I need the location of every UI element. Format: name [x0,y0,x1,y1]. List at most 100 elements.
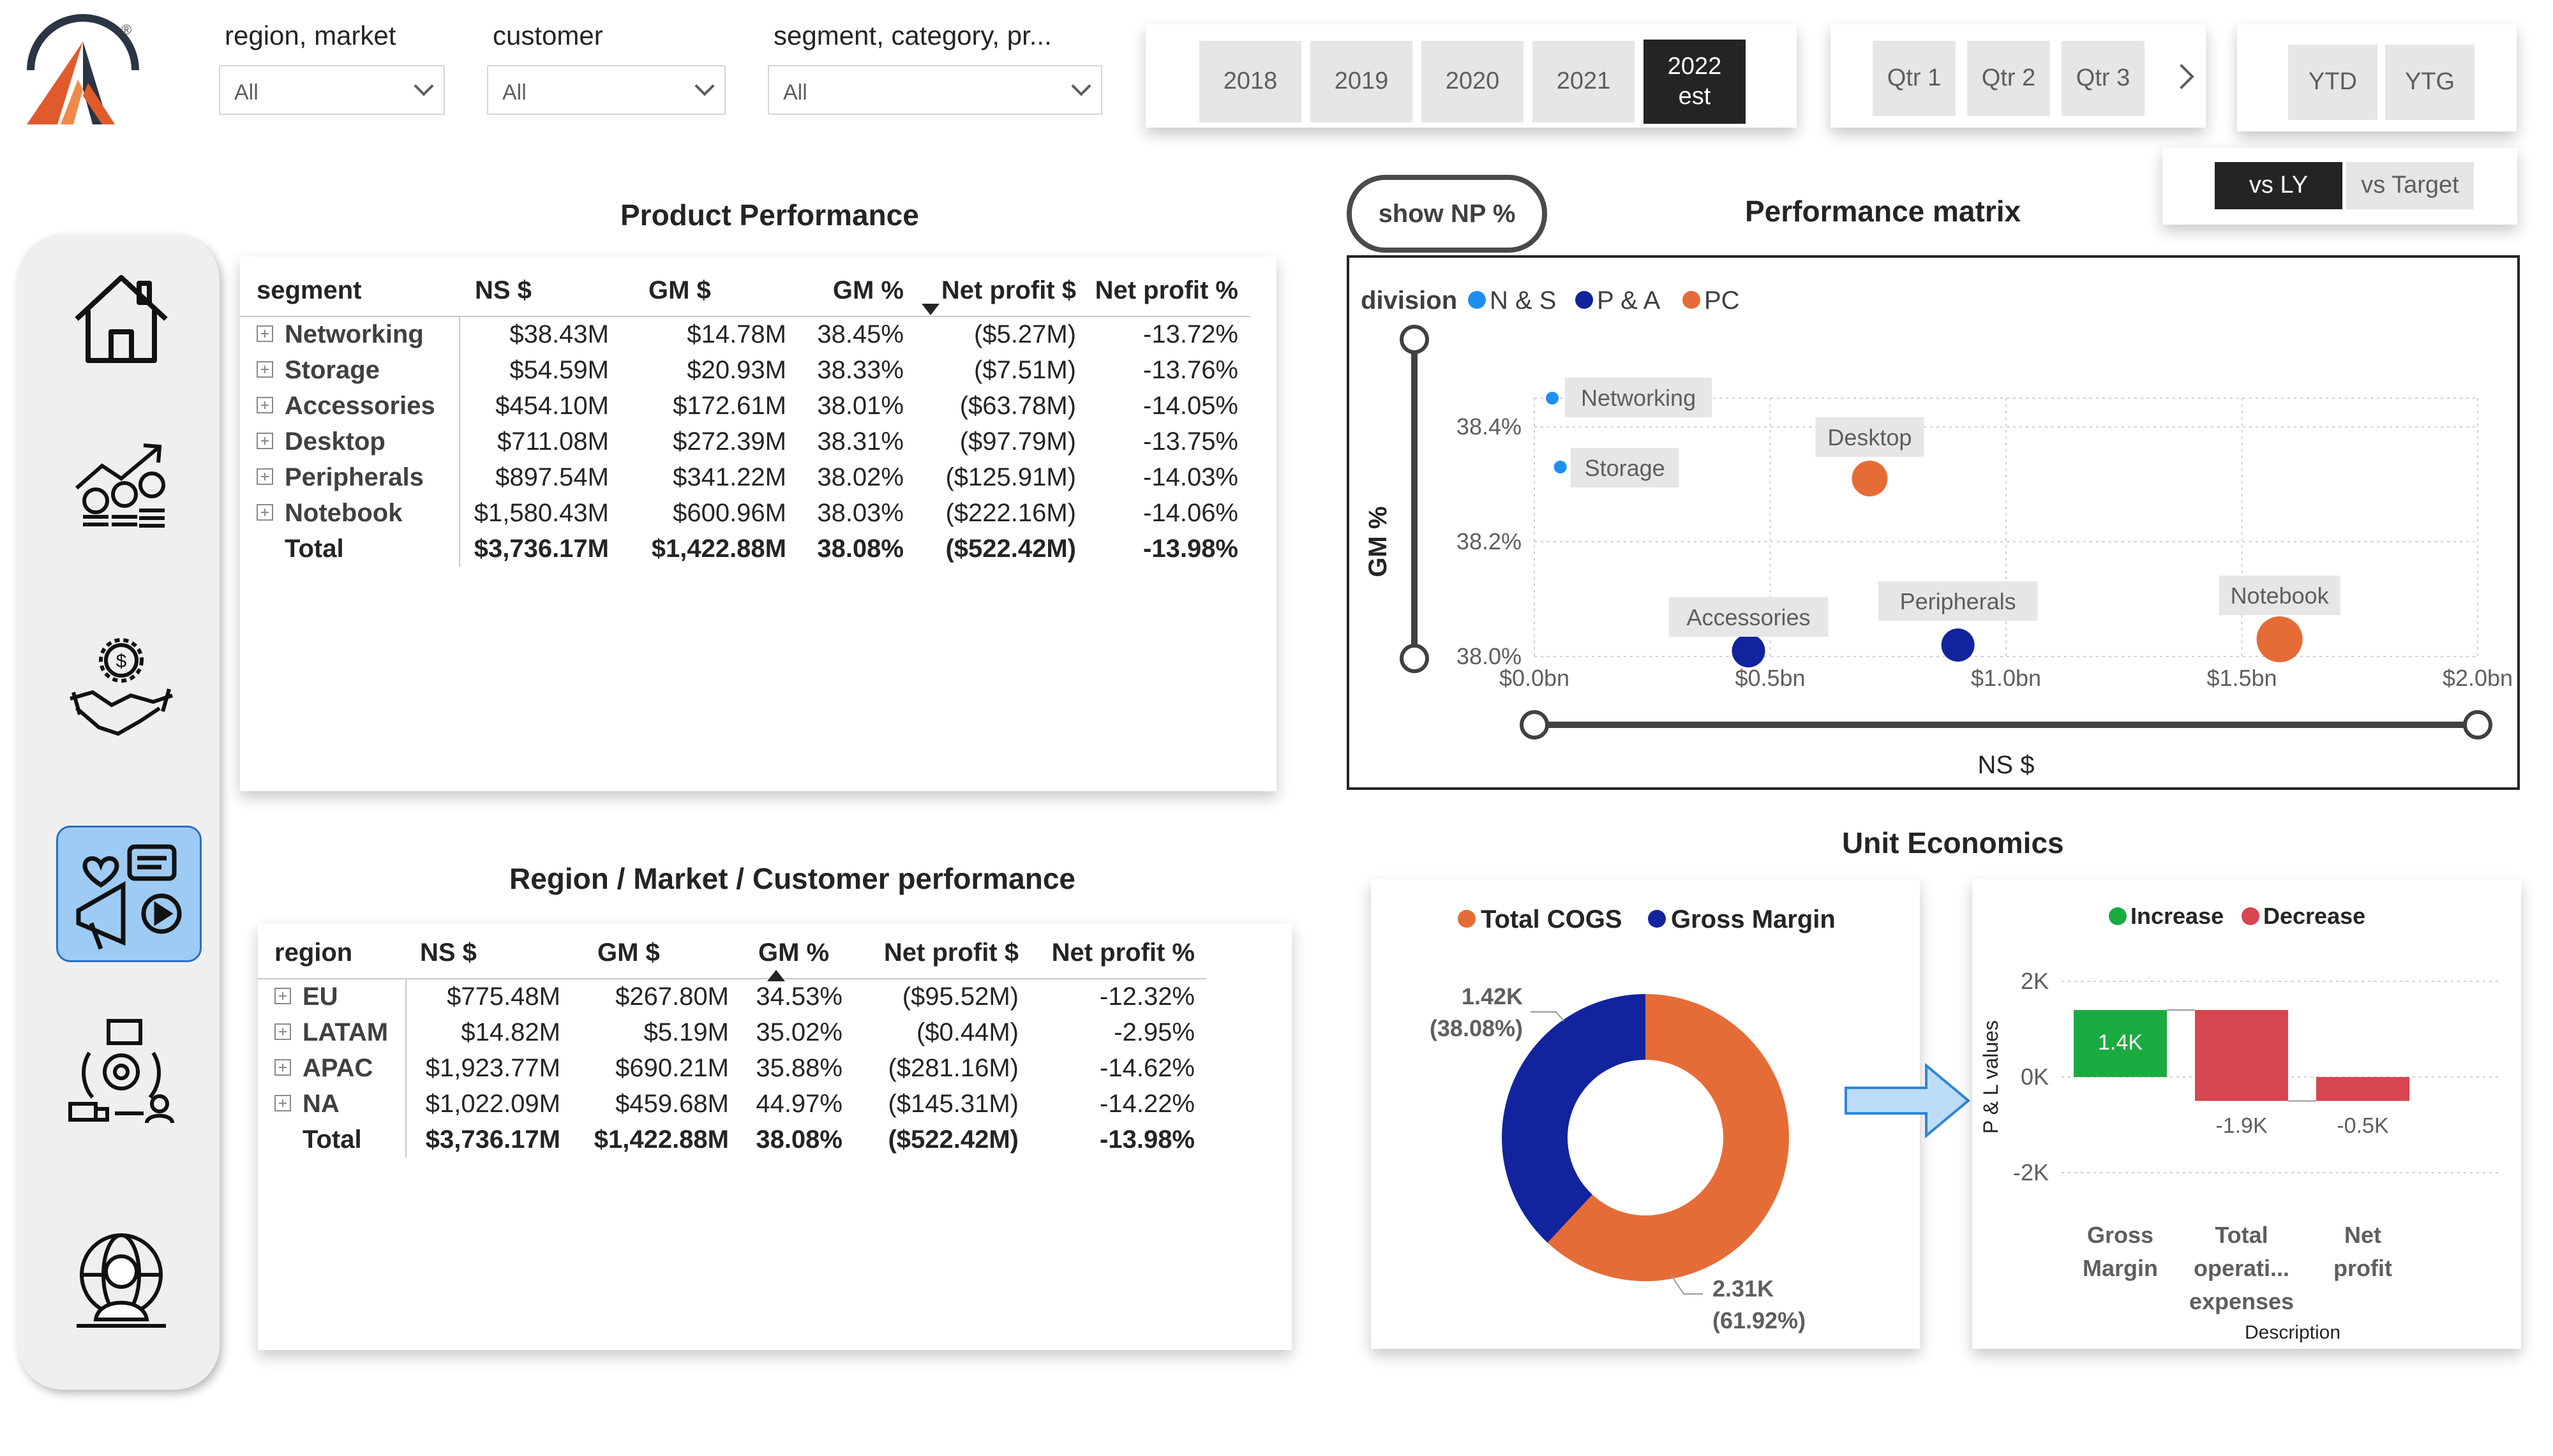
region-label: LATAM [303,1018,389,1046]
segment-row[interactable]: Accessories $454.10M $172.61M 38.01% ($63.78… [240,388,1250,424]
col-gm-pct[interactable]: GM % [798,265,915,317]
qtr-1[interactable]: Qtr 1 [1873,41,1956,116]
scatter-point-accessories[interactable]: Accessories [1668,597,1829,667]
legend-item[interactable]: Increase [2130,903,2224,929]
y-zoom-handle-top[interactable] [1400,325,1429,354]
expand-plus-icon[interactable] [274,988,291,1005]
col-net-profit[interactable]: Net profit $ [854,928,1030,979]
year-selected-line2: est [1678,83,1711,110]
col-net-profit-pct[interactable]: Net profit % [1030,928,1206,979]
waterfall-bar[interactable] [2316,1077,2409,1101]
compare-slicer: vs LY vs Target [2162,148,2517,225]
expand-plus-icon[interactable] [257,325,273,343]
col-ns[interactable]: NS $ [460,265,620,317]
expand-plus-icon[interactable] [257,468,273,485]
pl-waterfall-card: Increase Decrease 2K 0K -2K P & L values 1.4K G… [1972,879,2521,1349]
year-2022-est[interactable]: 2022 est [1643,40,1746,124]
region-performance-table: region NS $ GM $ GM % Net profit $ Net p… [258,928,1206,1157]
finance-growth-icon[interactable] [64,427,179,542]
expand-plus-icon[interactable] [257,360,273,378]
scatter-point-storage[interactable]: Storage [1554,448,1679,487]
legend-item[interactable]: Total COGS [1481,905,1622,933]
supply-chain-icon[interactable] [64,1014,179,1129]
expand-plus-icon[interactable] [274,1094,291,1111]
waterfall-bar[interactable] [2195,1010,2288,1101]
scatter-point-peripherals[interactable]: Peripherals [1878,581,2038,662]
col-gm[interactable]: GM $ [620,265,798,317]
donut-slice-gross-margin[interactable] [1502,994,1645,1243]
segment-row[interactable]: Storage $54.59M $20.93M 38.33% ($7.51M) -13.7… [240,352,1250,388]
ytd-button[interactable]: YTD [2288,45,2377,120]
x-zoom-handle-left[interactable] [1520,710,1549,739]
segment-filter-label: segment, category, pr... [774,20,1052,50]
qtr-3[interactable]: Qtr 3 [2062,41,2145,116]
col-net-profit-pct[interactable]: Net profit % [1088,265,1250,317]
waterfall-bar[interactable] [2074,1010,2167,1077]
y-zoom-handle-bottom[interactable] [1400,644,1429,673]
x-zoom-handle-right[interactable] [2463,710,2492,739]
segment-row[interactable]: Networking $38.43M $14.78M 38.45% ($5.27M) -1… [240,316,1250,352]
ytg-button[interactable]: YTG [2385,45,2474,120]
data-label-box [1565,378,1712,417]
total-label-cell: Total [240,531,460,567]
region-dropdown[interactable]: All [219,65,445,115]
home-icon[interactable] [64,262,179,376]
handshake-money-icon[interactable]: $ [64,632,179,747]
region-value-cell: ($281.16M) [888,1053,1019,1082]
region-row[interactable]: EU $775.48M $267.80M 34.53% ($95.52M) -12.32% [258,979,1206,1014]
chevron-right-icon[interactable] [2169,64,2194,89]
segment-value-cell: ($63.78M) [959,391,1076,420]
col-gm[interactable]: GM $ [572,928,740,979]
donut-slice-total-cogs[interactable] [1547,994,1789,1281]
col-segment[interactable]: segment [240,265,460,317]
legend-item[interactable]: Gross Margin [1671,905,1836,933]
col-region[interactable]: region [258,928,406,979]
segment-value-cell: $897.54M [495,463,609,491]
qtr-2[interactable]: Qtr 2 [1967,41,2050,116]
vs-target-button[interactable]: vs Target [2346,162,2474,209]
col-net-profit[interactable]: Net profit $ [915,265,1088,317]
segment-row[interactable]: Desktop $711.08M $272.39M 38.31% ($97.79M) -1… [240,424,1250,459]
product-performance-matrix: segment NS $ GM $ GM % Net profit $ Net … [240,256,1276,791]
segment-dropdown[interactable]: All [768,65,1102,115]
expand-plus-icon[interactable] [274,1059,291,1076]
expand-plus-icon[interactable] [257,396,273,413]
marketing-icon [76,844,182,950]
vs-ly-button[interactable]: vs LY [2215,162,2342,209]
segment-row[interactable]: Notebook $1,580.43M $600.96M 38.03% ($222.16… [240,495,1250,531]
segment-value-cell: $1,580.43M [474,498,609,527]
col-gm-pct[interactable]: GM % [740,928,854,979]
region-row[interactable]: APAC $1,923.77M $690.21M 35.88% ($281.16M) -1… [258,1050,1206,1086]
scatter-point-networking[interactable]: Networking [1546,378,1712,417]
scatter-point-desktop[interactable]: Desktop [1815,417,1924,496]
slice-pct-label: (38.08%) [1430,1015,1523,1041]
segment-value-cell: -14.06% [1143,498,1238,527]
segment-row[interactable]: Peripherals $897.54M $341.22M 38.02% ($125.9… [240,459,1250,495]
total-value-cell: ($522.42M) [945,534,1076,563]
legend-item[interactable]: P & A [1597,286,1661,315]
sort-ascending-icon [767,970,785,981]
expand-plus-icon[interactable] [257,432,273,449]
expand-plus-icon[interactable] [274,1023,291,1040]
region-name-cell: EU [258,979,407,1014]
legend-item[interactable]: N & S [1490,286,1556,315]
region-value-cell: 35.88% [756,1053,842,1082]
legend-item[interactable]: PC [1704,286,1740,315]
year-2019[interactable]: 2019 [1310,41,1412,123]
segment-value-cell: ($5.27M) [973,320,1076,348]
performance-matrix-chart: division N & S P & A PC 38.0% 38.2% 38.4% $0.0b… [1347,255,2520,790]
col-ns[interactable]: NS $ [406,928,572,979]
year-2018[interactable]: 2018 [1199,41,1301,123]
customer-dropdown[interactable]: All [487,65,726,115]
legend-item[interactable]: Decrease [2263,903,2365,929]
region-row[interactable]: NA $1,022.09M $459.68M 44.97% ($145.31M) -14.… [258,1086,1206,1122]
global-support-icon[interactable] [64,1224,179,1339]
region-row[interactable]: LATAM $14.82M $5.19M 35.02% ($0.44M) -2.95% [258,1014,1206,1050]
year-2020[interactable]: 2020 [1421,41,1524,123]
show-np-button[interactable]: show NP % [1347,175,1547,253]
nav-marketing-active[interactable] [56,826,202,962]
scatter-point-notebook[interactable]: Notebook [2219,576,2340,662]
year-2021[interactable]: 2021 [1532,41,1635,123]
x-tick-label: profit [2333,1255,2392,1281]
expand-plus-icon[interactable] [257,503,273,521]
